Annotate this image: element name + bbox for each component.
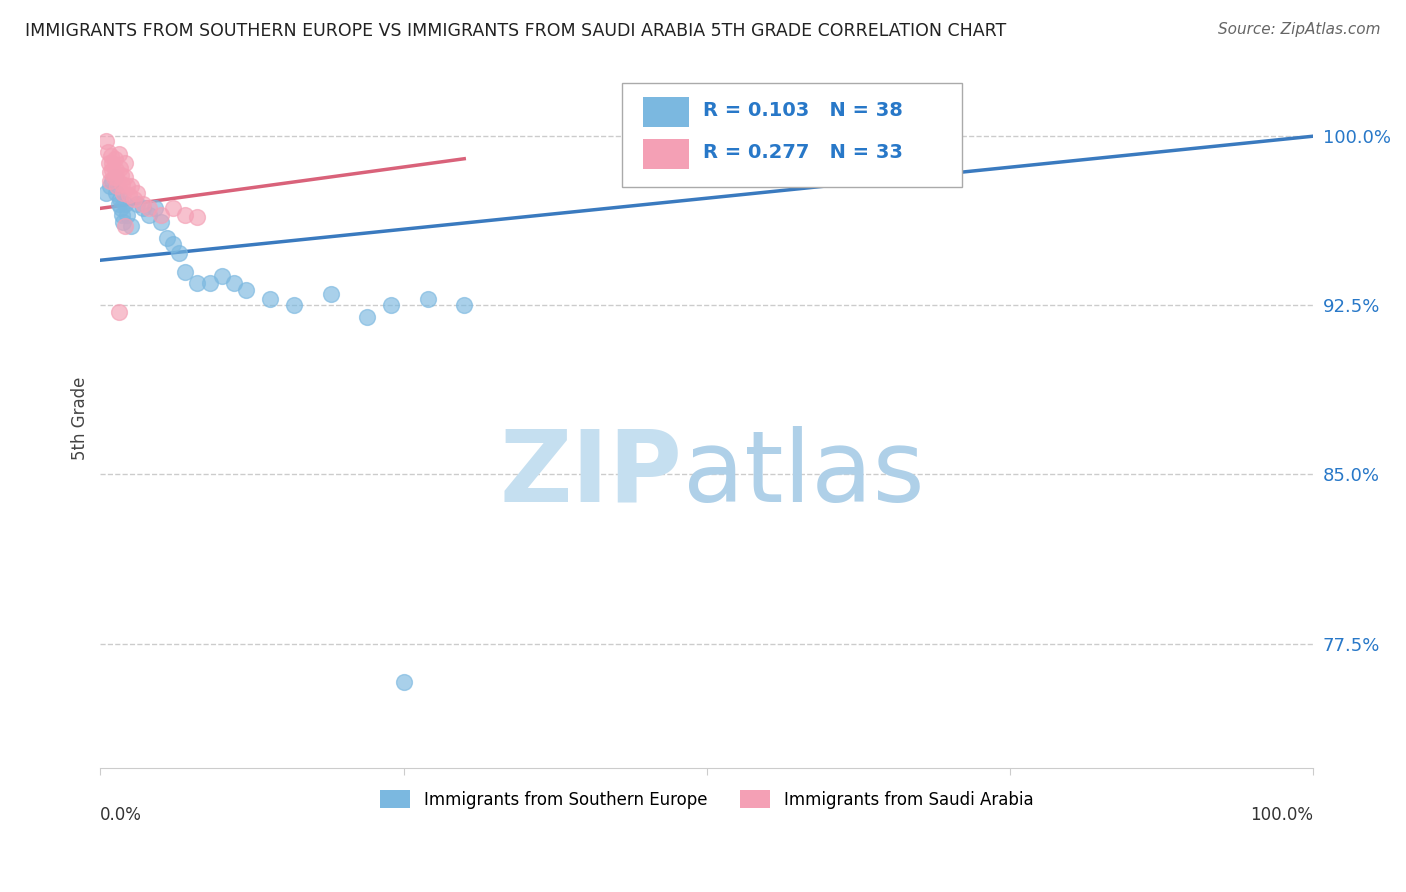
- Point: [110, 168, 132, 182]
- Bar: [643, 97, 689, 127]
- Point: [156, 230, 179, 244]
- Point: [103, 169, 125, 184]
- Point: [110, 202, 132, 216]
- Point: [392, 675, 415, 690]
- Point: [112, 186, 135, 200]
- Point: [97, 145, 120, 159]
- Point: [101, 174, 124, 188]
- Point: [114, 156, 136, 170]
- Bar: [643, 139, 689, 169]
- Point: [111, 208, 134, 222]
- Point: [105, 169, 128, 184]
- Point: [150, 208, 173, 222]
- Point: [132, 197, 155, 211]
- Point: [107, 147, 129, 161]
- Point: [143, 202, 166, 216]
- Point: [125, 186, 148, 200]
- Point: [186, 276, 208, 290]
- Point: [98, 174, 121, 188]
- Point: [162, 237, 184, 252]
- Point: [114, 169, 136, 184]
- Point: [118, 187, 141, 202]
- Point: [114, 219, 136, 234]
- Point: [356, 310, 378, 324]
- Point: [107, 305, 129, 319]
- Point: [186, 211, 208, 225]
- Text: 100.0%: 100.0%: [1250, 806, 1313, 824]
- Point: [101, 163, 124, 178]
- Point: [138, 202, 160, 216]
- Text: R = 0.277   N = 33: R = 0.277 N = 33: [703, 143, 903, 162]
- Point: [101, 156, 124, 170]
- Text: ZIP: ZIP: [499, 425, 682, 523]
- Point: [120, 219, 142, 234]
- Point: [107, 197, 129, 211]
- Point: [222, 276, 245, 290]
- Point: [96, 186, 118, 200]
- Point: [877, 138, 900, 153]
- Point: [167, 246, 190, 260]
- Point: [98, 165, 121, 179]
- Point: [98, 178, 121, 193]
- Point: [115, 178, 138, 193]
- Point: [112, 215, 135, 229]
- Point: [853, 147, 876, 161]
- Point: [453, 298, 475, 312]
- Point: [865, 143, 887, 157]
- Point: [319, 287, 342, 301]
- Text: Source: ZipAtlas.com: Source: ZipAtlas.com: [1218, 22, 1381, 37]
- Point: [283, 298, 305, 312]
- Point: [162, 202, 184, 216]
- Point: [380, 298, 402, 312]
- Y-axis label: 5th Grade: 5th Grade: [72, 376, 89, 459]
- Point: [138, 208, 160, 222]
- Point: [100, 149, 122, 163]
- Point: [104, 152, 127, 166]
- Point: [125, 197, 148, 211]
- Point: [104, 169, 127, 184]
- FancyBboxPatch shape: [621, 82, 962, 187]
- Point: [97, 156, 120, 170]
- Point: [174, 264, 197, 278]
- Text: IMMIGRANTS FROM SOUTHERN EUROPE VS IMMIGRANTS FROM SAUDI ARABIA 5TH GRADE CORREL: IMMIGRANTS FROM SOUTHERN EUROPE VS IMMIG…: [25, 22, 1007, 40]
- Point: [235, 283, 257, 297]
- Point: [150, 215, 173, 229]
- Point: [115, 208, 138, 222]
- Point: [105, 178, 128, 193]
- Point: [105, 186, 128, 200]
- Point: [108, 161, 131, 175]
- Text: R = 0.103   N = 38: R = 0.103 N = 38: [703, 101, 903, 120]
- Legend: Immigrants from Southern Europe, Immigrants from Saudi Arabia: Immigrants from Southern Europe, Immigra…: [374, 784, 1040, 815]
- Point: [105, 163, 128, 178]
- Point: [108, 192, 131, 206]
- Text: atlas: atlas: [682, 425, 924, 523]
- Point: [211, 268, 233, 283]
- Point: [416, 292, 439, 306]
- Text: 0.0%: 0.0%: [100, 806, 142, 824]
- Point: [124, 192, 146, 206]
- Point: [111, 177, 134, 191]
- Point: [174, 208, 197, 222]
- Point: [96, 134, 118, 148]
- Point: [114, 197, 136, 211]
- Point: [120, 178, 142, 193]
- Point: [132, 202, 155, 216]
- Point: [259, 292, 281, 306]
- Point: [198, 276, 221, 290]
